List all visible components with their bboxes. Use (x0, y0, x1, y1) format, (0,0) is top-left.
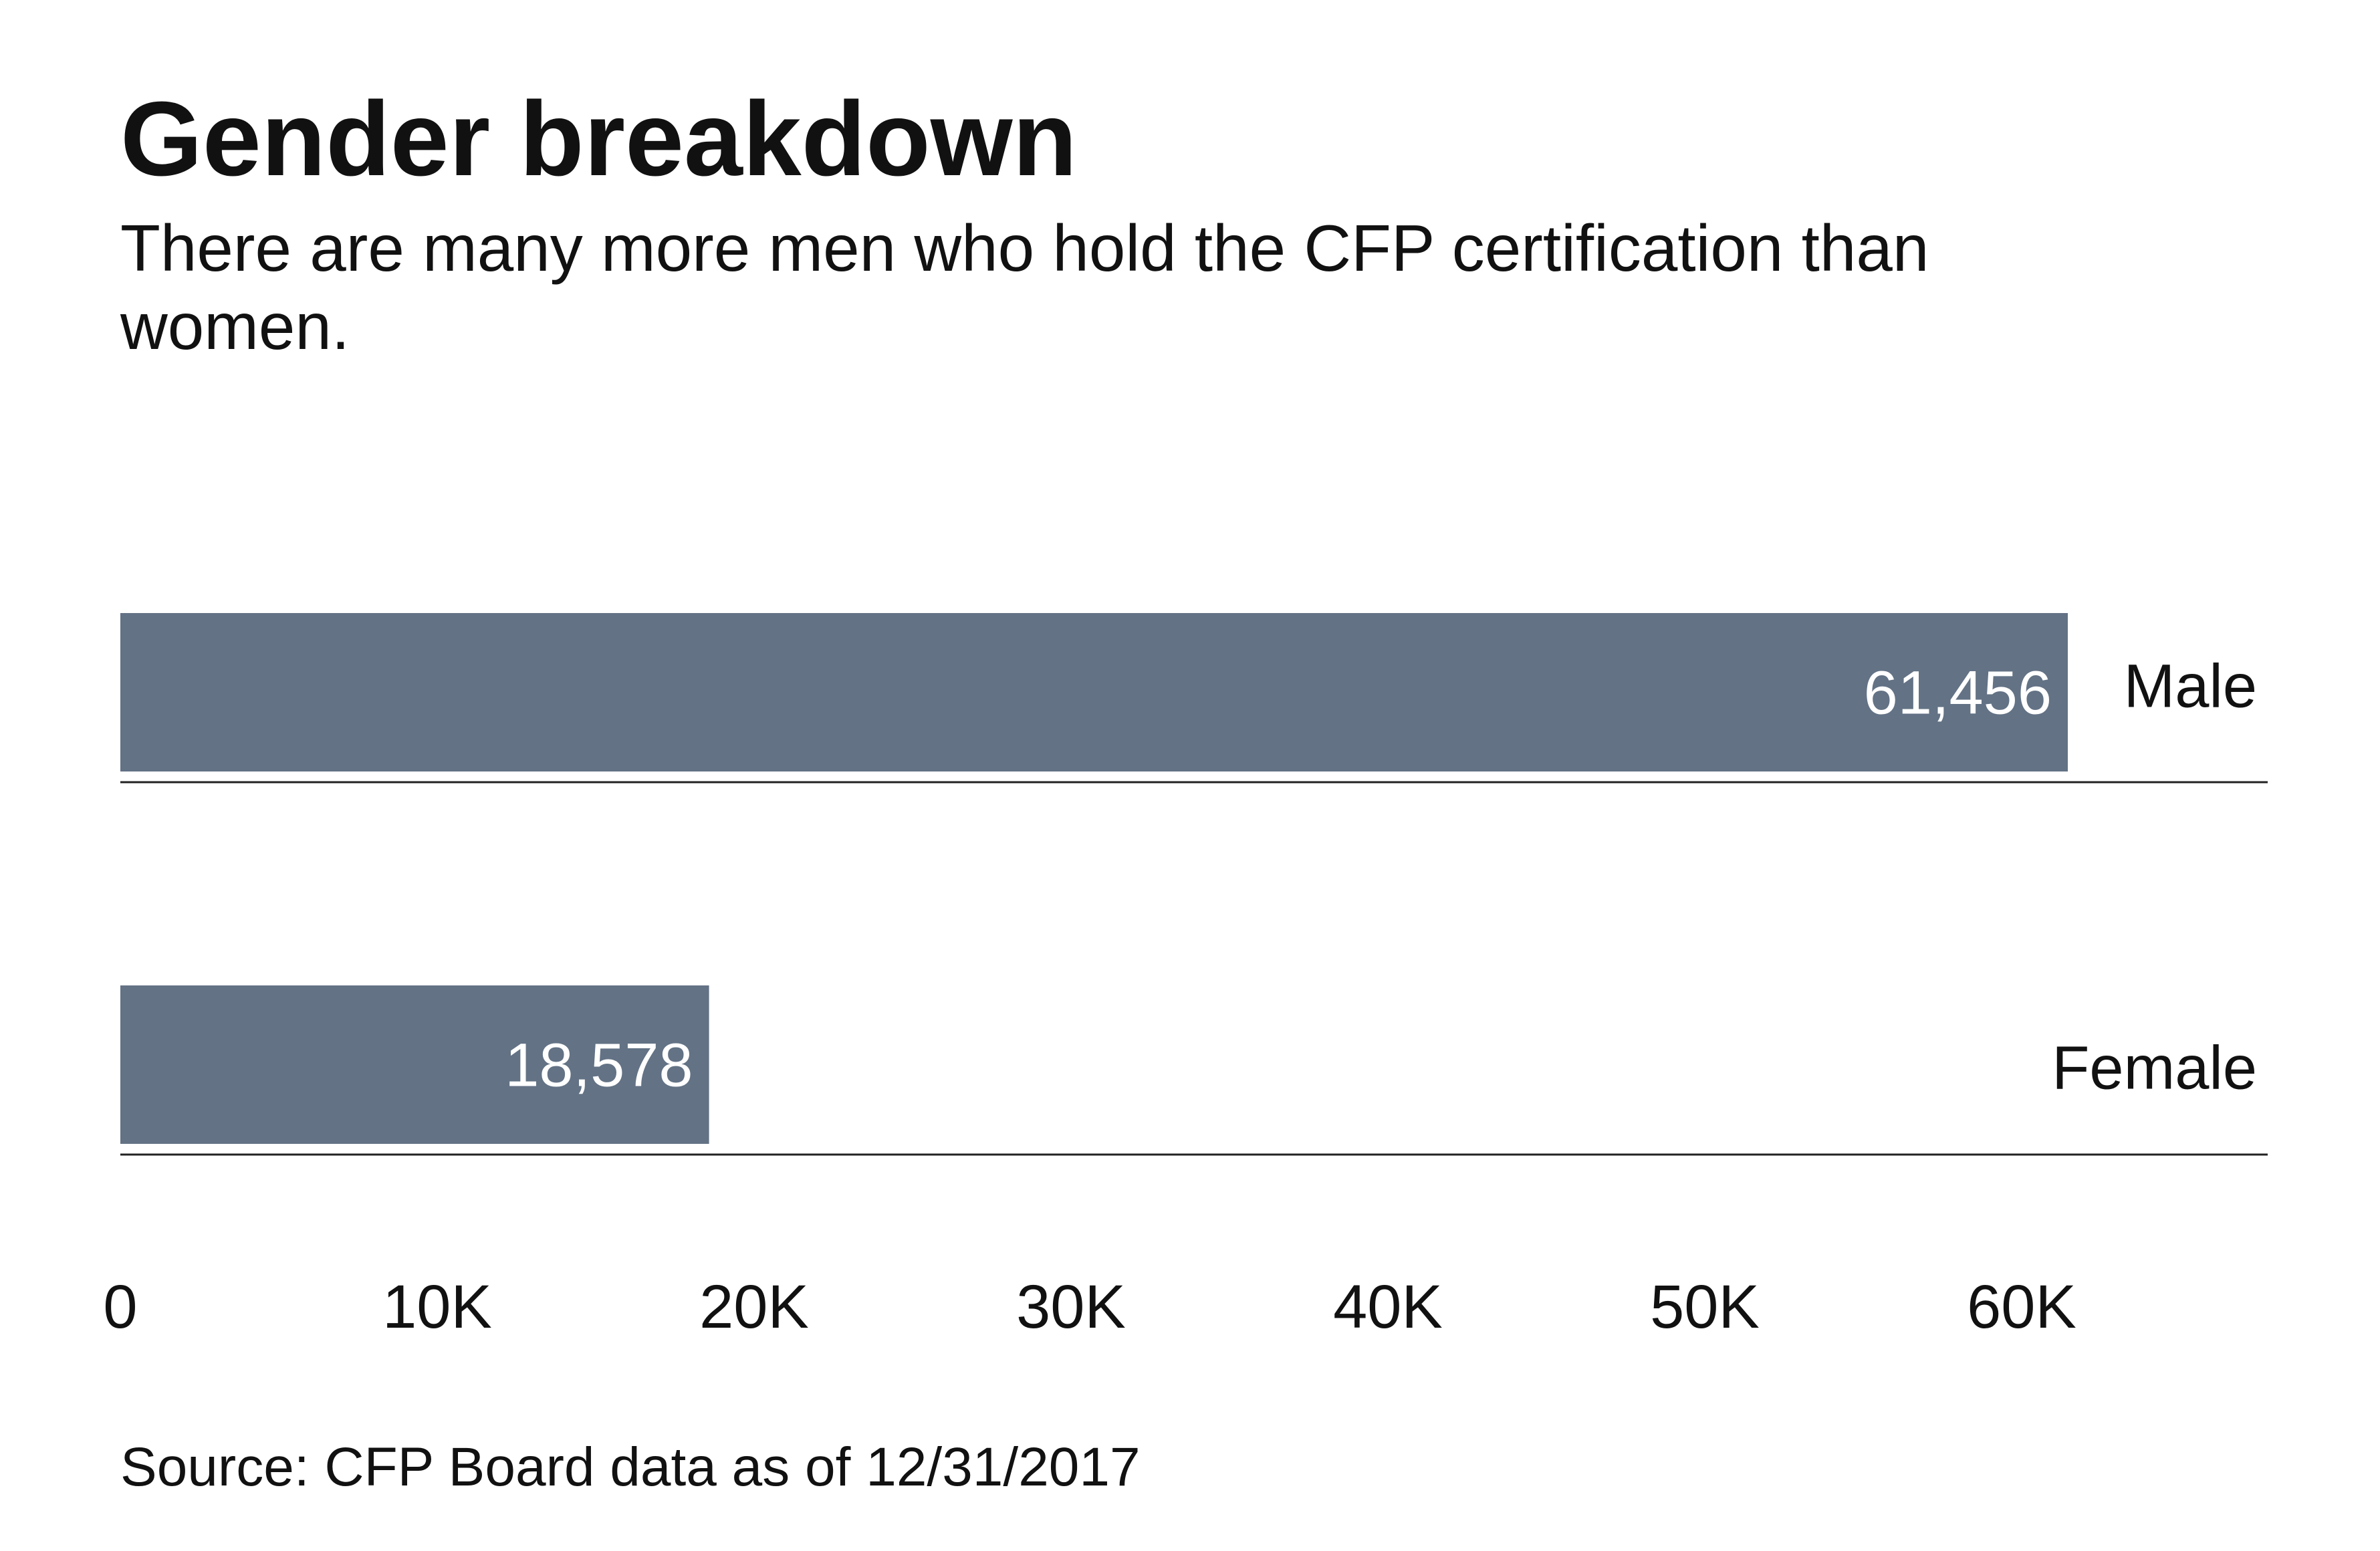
chart-subtitle-line-2: women. (120, 289, 350, 363)
bar-male (120, 613, 2068, 771)
category-label-male: Male (2124, 652, 2257, 721)
chart-title: Gender breakdown (120, 80, 1077, 198)
bar-female (120, 985, 709, 1144)
x-tick-label: 20K (699, 1273, 809, 1341)
source-note: Source: CFP Board data as of 12/31/2017 (120, 1437, 1141, 1498)
x-tick-label: 10K (382, 1273, 492, 1341)
x-tick-label: 30K (1016, 1273, 1126, 1341)
x-tick-label: 60K (1967, 1273, 2076, 1341)
x-tick-label: 0 (103, 1273, 137, 1341)
value-label-male: 61,456 (1864, 659, 2052, 727)
x-tick-label: 40K (1333, 1273, 1443, 1341)
x-tick-label: 50K (1650, 1273, 1760, 1341)
chart-subtitle-line-1: There are many more men who hold the CFP… (120, 211, 1929, 285)
category-label-female: Female (2052, 1034, 2257, 1102)
value-label-female: 18,578 (505, 1032, 693, 1100)
